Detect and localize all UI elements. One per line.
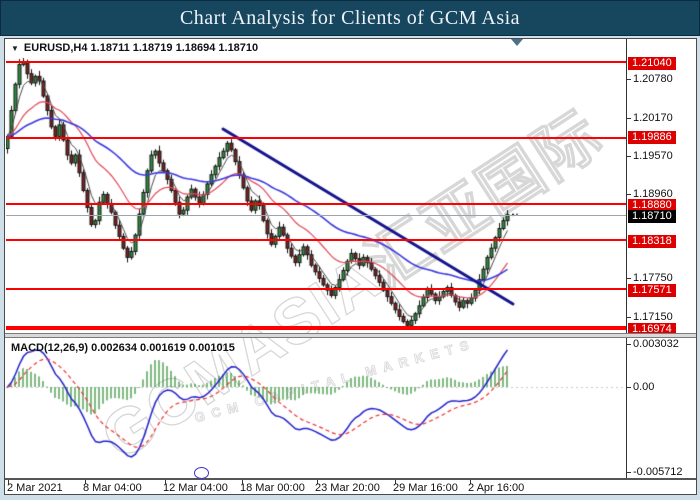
price-axis[interactable]: 1.20780 1.20170 1.19570 1.18960 1.17750 1.171… [626,39,696,480]
horizontal-level-line[interactable] [6,202,626,205]
ellipse-annotation[interactable] [194,467,209,479]
horizontal-level-line[interactable] [6,239,626,242]
price-axis-label: 1.18960 [627,188,673,200]
horizontal-level-line[interactable] [6,325,626,328]
current-price-line [6,214,626,216]
price-level-badge: 1.17571 [628,284,676,297]
macd-indicator-canvas[interactable] [6,338,626,478]
chart-shift-marker-icon[interactable] [511,39,523,46]
time-axis-tick [165,480,166,484]
candlestick-chart-canvas[interactable] [6,56,626,334]
macd-values-text: MACD(12,26,9) 0.002634 0.001619 0.001015 [11,342,235,354]
price-level-badge: 1.19886 [628,131,676,144]
time-axis[interactable]: 2 Mar 2021 8 Mar 04:00 12 Mar 04:00 18 Mar … [5,480,696,494]
horizontal-level-line[interactable] [6,327,626,330]
price-axis-label: 1.20170 [627,112,673,124]
time-axis-label: 2 Apr 16:00 [468,482,525,494]
symbol-ohlc-text: EURUSD,H4 1.18711 1.18719 1.18694 1.1871… [23,42,259,54]
price-axis-label: 1.17750 [627,272,673,284]
time-axis-tick [470,480,471,484]
time-axis-label: 8 Mar 04:00 [83,482,142,494]
price-level-badge: 1.18880 [628,199,676,212]
horizontal-level-line[interactable] [6,60,626,63]
symbol-dropdown-icon[interactable]: ▼ [11,43,19,53]
macd-bottom-separator [5,478,696,480]
time-axis-tick [317,480,318,484]
title-bar: Chart Analysis for Clients of GCM Asia [0,0,700,36]
macd-axis-label: 0.00 [626,381,655,393]
macd-axis-label: 0.003032 [627,338,679,350]
current-price-badge: 1.18710 [628,210,676,223]
symbol-header: ▼ EURUSD,H4 1.18711 1.18719 1.18694 1.18… [11,42,258,54]
price-axis-label: 1.20780 [627,73,673,85]
time-axis-label: 2 Mar 2021 [7,482,63,494]
panel-separator[interactable] [5,333,696,338]
time-axis-label: 12 Mar 04:00 [163,482,228,494]
time-axis-tick [395,480,396,484]
horizontal-level-line[interactable] [6,288,626,291]
macd-axis-label: -0.005712 [627,466,683,478]
page-title: Chart Analysis for Clients of GCM Asia [179,6,521,29]
time-axis-label: 29 Mar 16:00 [393,482,458,494]
time-axis-tick [8,480,9,484]
time-axis-tick [85,480,86,484]
price-level-badge: 1.21040 [628,57,676,70]
horizontal-level-line[interactable] [6,136,626,139]
macd-header: MACD(12,26,9) 0.002634 0.001619 0.001015 [11,342,235,354]
price-level-badge: 1.16974 [628,323,676,336]
time-axis-label: 23 Mar 20:00 [315,482,380,494]
chart-window: GCMASIA汇亚国际 GCM CAPITAL MARKETS ▼ EURUSD… [4,38,697,495]
price-axis-label: 1.17150 [627,311,673,323]
time-axis-tick [242,480,243,484]
price-level-badge: 1.18318 [628,235,676,248]
time-axis-label: 18 Mar 00:00 [240,482,305,494]
price-axis-label: 1.19570 [627,150,673,162]
